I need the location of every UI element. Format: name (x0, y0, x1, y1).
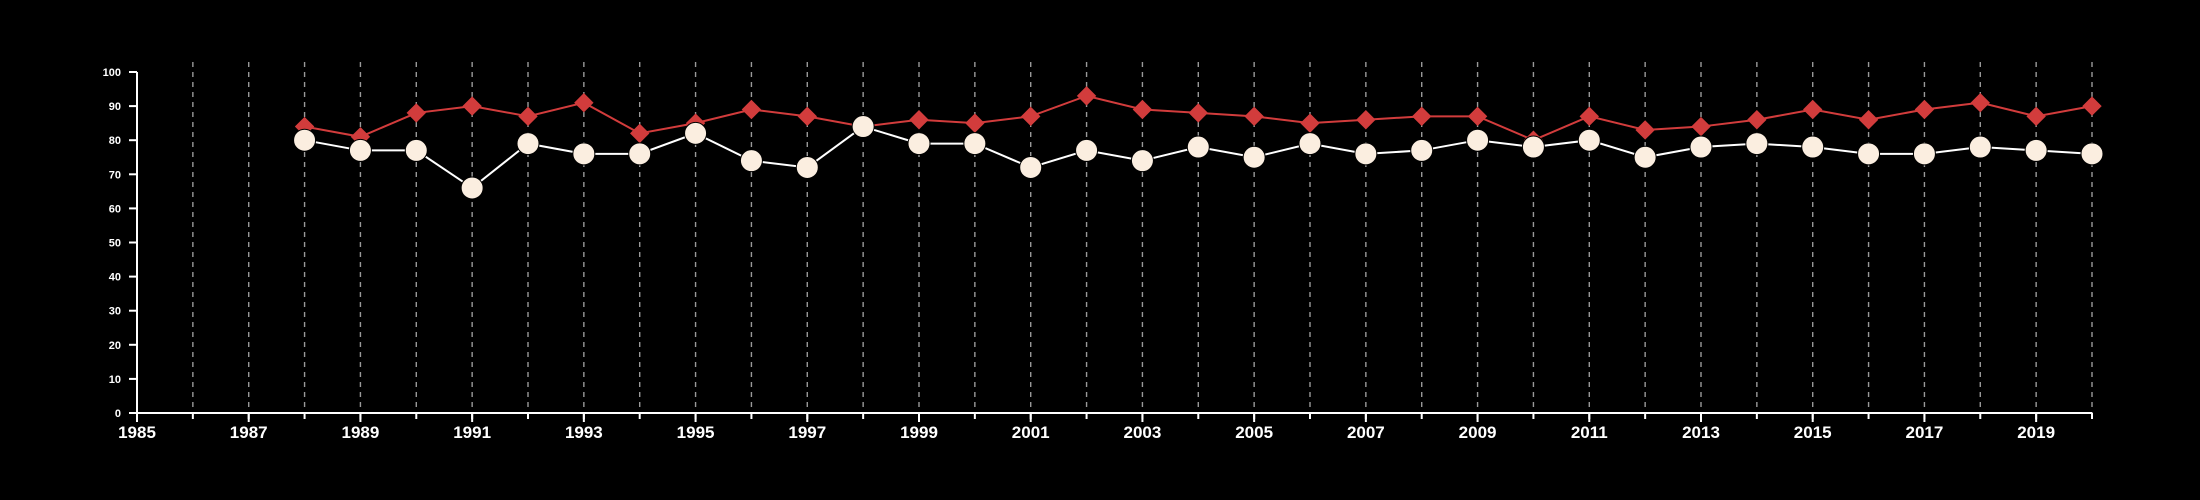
x-tick-label: 2015 (1794, 423, 1832, 442)
series-2-point (851, 115, 875, 139)
series-1-point (1970, 92, 1990, 113)
series-1-point (1858, 110, 1879, 130)
x-tick-label: 2009 (1459, 423, 1497, 442)
series-2-point (1298, 132, 1322, 156)
y-tick-label: 60 (109, 203, 121, 215)
x-tick-label: 1999 (900, 423, 938, 442)
y-tick-label: 90 (109, 101, 121, 113)
series-2-point (572, 142, 596, 166)
series-2-point (963, 132, 987, 156)
series-2-point (1745, 132, 1769, 156)
series-1-point (1803, 99, 1823, 120)
series-2-point (795, 155, 819, 179)
series-1-point (1188, 103, 1208, 123)
series-2-point (1689, 135, 1713, 159)
series-1-point (1691, 116, 1711, 137)
y-tick-label: 40 (109, 272, 121, 284)
series-2-point (1577, 128, 1601, 152)
series-2-point (1242, 145, 1266, 169)
x-tick-label: 1995 (677, 423, 715, 442)
series-2-point (1186, 135, 1210, 159)
y-tick-label: 70 (109, 169, 121, 181)
series-layer (293, 86, 2104, 200)
series-1-point (1076, 86, 1097, 106)
y-tick-label: 30 (109, 306, 121, 318)
x-tick-label: 2003 (1124, 423, 1162, 442)
series-2-point (907, 132, 931, 156)
series-2-point (684, 121, 708, 145)
x-tick-label: 2001 (1012, 423, 1050, 442)
x-tick-label: 1993 (565, 423, 603, 442)
x-tick-label: 1997 (788, 423, 826, 442)
series-1-point (909, 110, 929, 130)
series-1-point (630, 123, 650, 144)
x-tick-label: 2017 (1906, 423, 1944, 442)
series-1-point (1635, 120, 1655, 140)
series-1-point (1914, 99, 1935, 120)
x-tick-label: 1989 (342, 423, 380, 442)
x-tick-label: 2011 (1571, 423, 1608, 442)
series-1-point (965, 113, 985, 133)
series-2-point (1075, 138, 1099, 162)
series-2-point (1521, 135, 1545, 159)
y-tick-label: 80 (109, 135, 121, 147)
series-2-point (1130, 149, 1154, 173)
series-2-point (1466, 128, 1490, 152)
series-1-point (1412, 106, 1432, 127)
series-1-point (462, 96, 482, 116)
series-2-point (1410, 138, 1434, 162)
series-2-point (739, 149, 763, 173)
vertical-grid-lines (192, 62, 2093, 413)
y-tick-label: 0 (115, 408, 121, 420)
x-tick-label: 2007 (1347, 423, 1385, 442)
series-1-point (2026, 106, 2046, 127)
series-2-point (2080, 142, 2104, 166)
series-2-point (1857, 142, 1881, 166)
series-1-point (1244, 106, 1264, 127)
series-2-point (516, 132, 540, 156)
series-2-point (404, 138, 428, 162)
y-tick-label: 50 (109, 238, 121, 250)
x-tick-label: 2005 (1235, 423, 1273, 442)
series-1-point (1300, 113, 1320, 133)
y-axis-ticks: 0 10 20 30 40 50 60 70 80 90 100 (103, 67, 137, 420)
series-2-point (460, 176, 484, 200)
series-2-point (1019, 155, 1043, 179)
series-1-point (406, 103, 426, 123)
series-2-point (1968, 135, 1992, 159)
y-tick-label: 10 (109, 374, 121, 386)
x-tick-label: 1985 (118, 423, 156, 442)
series-1-point (1021, 106, 1041, 127)
series-2-point (1801, 135, 1825, 159)
series-2-point (348, 138, 372, 162)
y-tick-label: 100 (103, 67, 121, 79)
series-1-point (574, 92, 594, 113)
series-1-point (797, 106, 817, 127)
series-2-point (1354, 142, 1378, 166)
series-2-point (1912, 142, 1936, 166)
series-1-point (1579, 106, 1599, 127)
series-1-point (1132, 99, 1153, 120)
series-1-point (1747, 110, 1767, 130)
series-1-point (2082, 96, 2102, 116)
x-tick-label: 1991 (453, 423, 491, 442)
series-1-point (518, 106, 538, 127)
x-tick-label: 2019 (2017, 423, 2055, 442)
series-2-point (2024, 138, 2048, 162)
x-axis-ticks: 1985 1987 1989 1991 1993 1995 1997 1999 2001 2003… (118, 413, 2093, 442)
series-1-point (1356, 110, 1376, 130)
series-2-point (628, 142, 652, 166)
series-2-point (1633, 145, 1657, 169)
axes (136, 72, 2092, 414)
series-1-point (1467, 106, 1488, 127)
series-2-point (293, 128, 317, 152)
x-tick-label: 1987 (230, 423, 268, 442)
y-tick-label: 20 (109, 340, 121, 352)
x-tick-label: 2013 (1682, 423, 1720, 442)
series-1-point (741, 99, 762, 120)
